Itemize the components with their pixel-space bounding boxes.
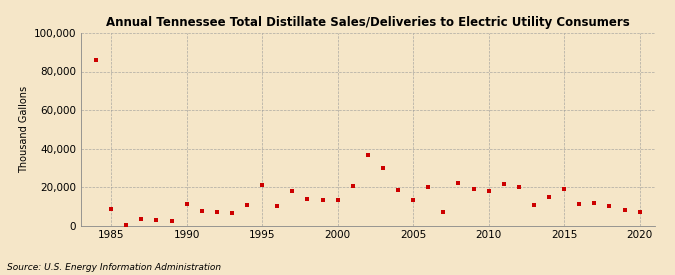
Point bbox=[634, 210, 645, 214]
Point bbox=[136, 217, 146, 221]
Point bbox=[196, 209, 207, 213]
Point bbox=[514, 185, 524, 189]
Point bbox=[348, 184, 358, 188]
Point bbox=[619, 208, 630, 212]
Point bbox=[166, 218, 177, 223]
Point bbox=[362, 153, 373, 157]
Point bbox=[589, 201, 600, 205]
Point bbox=[287, 189, 298, 193]
Point bbox=[242, 203, 252, 207]
Point bbox=[498, 182, 509, 186]
Point bbox=[408, 197, 418, 202]
Point bbox=[90, 58, 101, 62]
Point bbox=[453, 181, 464, 185]
Point bbox=[559, 187, 570, 191]
Point bbox=[317, 198, 328, 203]
Point bbox=[121, 222, 132, 227]
Point bbox=[543, 194, 554, 199]
Point bbox=[438, 210, 449, 214]
Point bbox=[106, 207, 117, 211]
Text: Source: U.S. Energy Information Administration: Source: U.S. Energy Information Administ… bbox=[7, 263, 221, 272]
Point bbox=[182, 202, 192, 207]
Point bbox=[423, 185, 433, 189]
Point bbox=[272, 204, 283, 208]
Point bbox=[529, 203, 539, 207]
Y-axis label: Thousand Gallons: Thousand Gallons bbox=[20, 86, 30, 173]
Point bbox=[151, 218, 162, 222]
Point bbox=[227, 211, 238, 215]
Title: Annual Tennessee Total Distillate Sales/Deliveries to Electric Utility Consumers: Annual Tennessee Total Distillate Sales/… bbox=[106, 16, 630, 29]
Point bbox=[377, 166, 388, 170]
Point bbox=[332, 198, 343, 203]
Point bbox=[574, 202, 585, 207]
Point bbox=[211, 210, 222, 214]
Point bbox=[483, 189, 494, 193]
Point bbox=[468, 187, 479, 191]
Point bbox=[302, 196, 313, 201]
Point bbox=[256, 183, 267, 187]
Point bbox=[393, 188, 404, 192]
Point bbox=[604, 204, 615, 208]
